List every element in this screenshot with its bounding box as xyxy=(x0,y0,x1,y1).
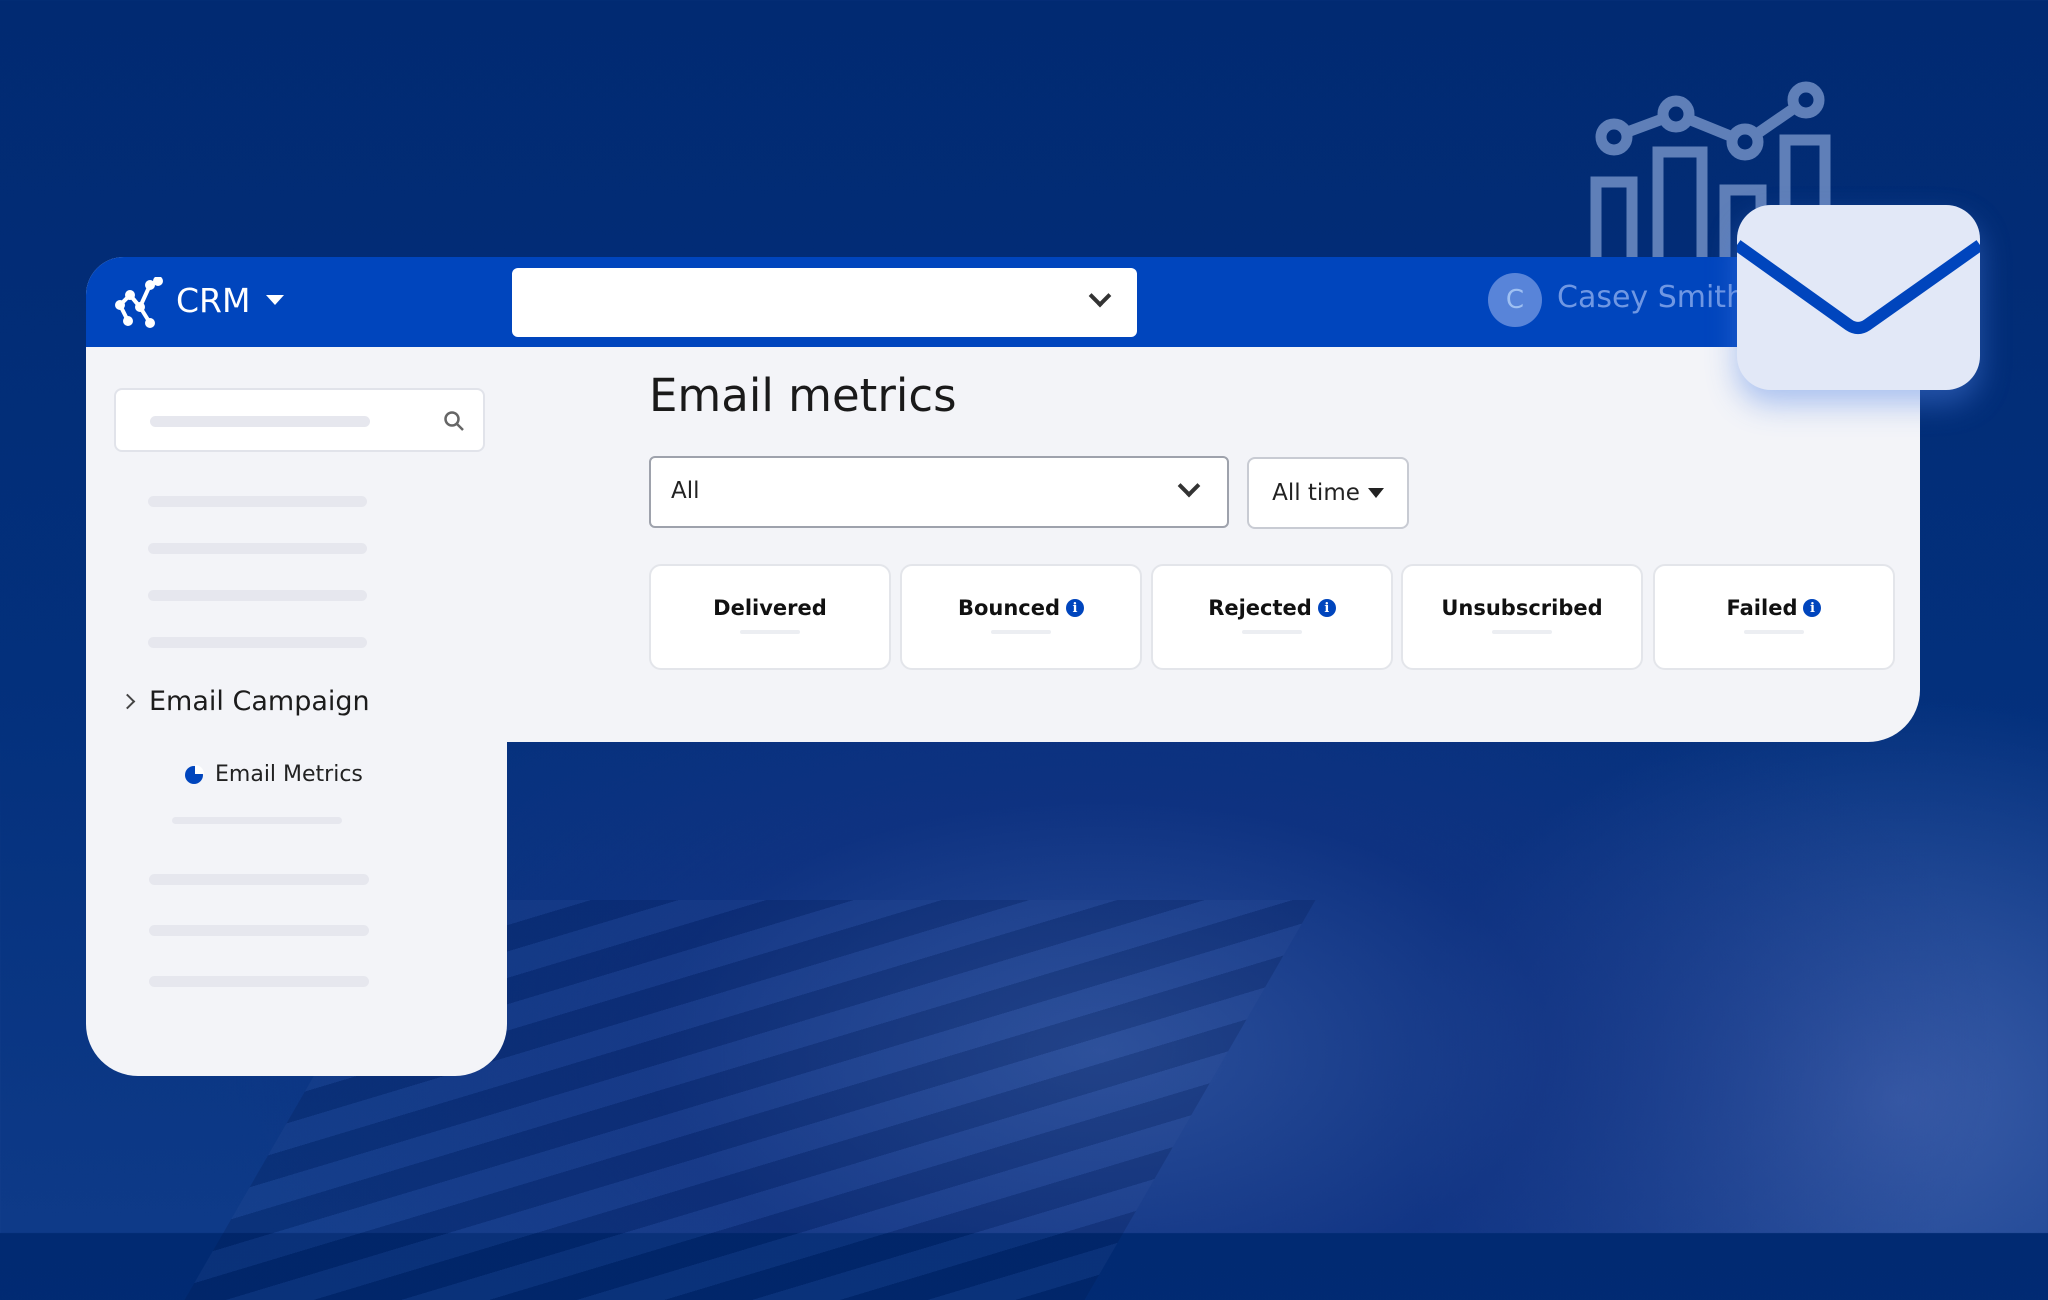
app-name[interactable]: CRM xyxy=(176,281,251,320)
metric-card-unsubscribed[interactable]: Unsubscribed xyxy=(1401,564,1643,670)
pie-chart-icon xyxy=(185,764,204,784)
sidebar-item-placeholder[interactable] xyxy=(148,496,367,507)
sidebar-section-email-campaign[interactable]: Email Campaign xyxy=(149,686,370,717)
metric-card-rejected[interactable]: Rejected i xyxy=(1151,564,1393,670)
info-icon[interactable]: i xyxy=(1803,599,1822,617)
card-label: Unsubscribed xyxy=(1441,596,1603,620)
sidebar-item-placeholder[interactable] xyxy=(149,874,369,885)
sidebar-subitem-placeholder[interactable] xyxy=(172,817,342,824)
search-icon xyxy=(444,411,464,431)
caret-down-icon[interactable] xyxy=(266,295,284,305)
analytics-chart-icon xyxy=(1590,81,1831,262)
avatar[interactable]: C xyxy=(1488,273,1542,327)
value-placeholder xyxy=(740,630,800,634)
sidebar: Email Campaign Email Metrics xyxy=(86,347,507,1076)
campaign-filter-value: All xyxy=(671,478,700,504)
envelope-icon xyxy=(1733,205,1984,390)
campaign-filter-select[interactable]: All xyxy=(649,456,1229,528)
top-bar: CRM C Casey Smith xyxy=(86,257,1920,347)
chevron-down-icon xyxy=(1177,474,1201,498)
card-label: Failed xyxy=(1726,596,1798,620)
time-filter-button[interactable]: All time xyxy=(1247,457,1409,529)
sidebar-item-placeholder[interactable] xyxy=(148,543,367,554)
chevron-down-icon xyxy=(1088,284,1112,308)
sidebar-item-placeholder[interactable] xyxy=(149,976,369,987)
user-name[interactable]: Casey Smith xyxy=(1557,280,1746,315)
caret-down-icon xyxy=(1367,488,1384,498)
sidebar-item-placeholder[interactable] xyxy=(149,925,369,936)
sidebar-item-placeholder[interactable] xyxy=(148,637,367,648)
value-placeholder xyxy=(991,630,1051,634)
value-placeholder xyxy=(1744,630,1804,634)
sidebar-item-label: Email Metrics xyxy=(215,762,363,787)
sidebar-item-email-metrics[interactable]: Email Metrics xyxy=(183,762,363,787)
time-filter-label: All time xyxy=(1272,480,1360,506)
card-label: Rejected xyxy=(1208,596,1312,620)
value-placeholder xyxy=(1242,630,1302,634)
info-icon[interactable]: i xyxy=(1317,599,1336,617)
search-placeholder-bar xyxy=(150,416,370,427)
crm-logo-icon xyxy=(115,277,163,328)
top-select[interactable] xyxy=(512,268,1137,337)
sidebar-item-placeholder[interactable] xyxy=(148,590,367,601)
metric-card-bounced[interactable]: Bounced i xyxy=(900,564,1142,670)
value-placeholder xyxy=(1492,630,1552,634)
metric-card-delivered[interactable]: Delivered xyxy=(649,564,891,670)
card-label: Bounced xyxy=(957,596,1061,620)
sidebar-search-input[interactable] xyxy=(114,388,485,452)
page-title: Email metrics xyxy=(649,369,957,422)
card-label: Delivered xyxy=(713,596,827,620)
metric-card-failed[interactable]: Failed i xyxy=(1653,564,1895,670)
chevron-right-icon[interactable] xyxy=(119,693,136,710)
info-icon[interactable]: i xyxy=(1066,599,1085,617)
